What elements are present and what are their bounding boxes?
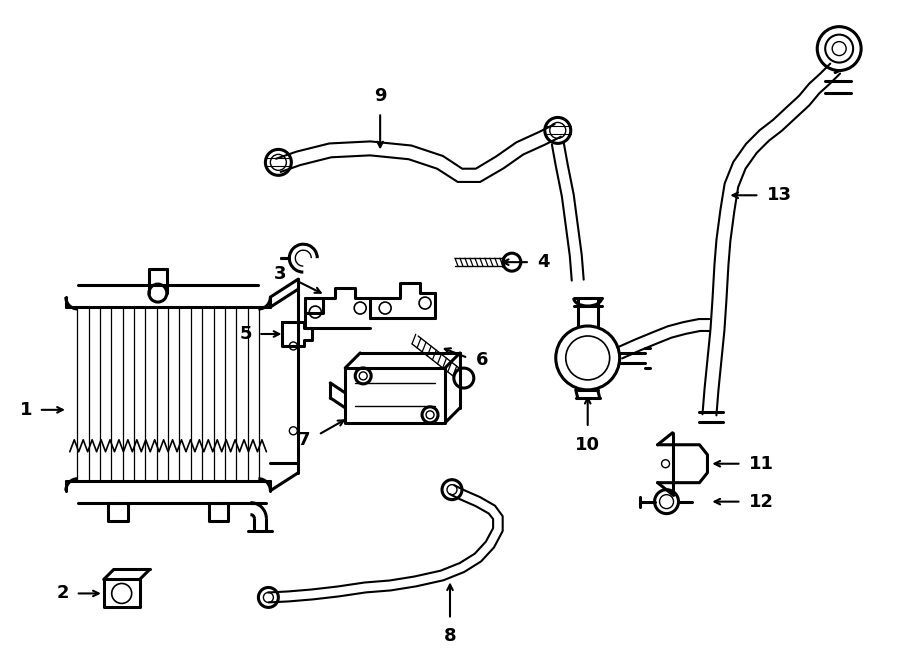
Text: 11: 11 <box>750 455 774 473</box>
Text: 8: 8 <box>444 627 456 645</box>
Text: 12: 12 <box>750 492 774 511</box>
Text: 13: 13 <box>768 186 792 204</box>
Text: 9: 9 <box>374 87 386 106</box>
Text: 3: 3 <box>274 265 286 283</box>
Text: 1: 1 <box>21 401 33 419</box>
Text: 5: 5 <box>240 325 252 343</box>
Text: 7: 7 <box>298 431 310 449</box>
Text: 10: 10 <box>575 436 600 454</box>
Text: 6: 6 <box>476 351 489 369</box>
Text: 4: 4 <box>536 253 549 271</box>
Text: 2: 2 <box>57 584 68 602</box>
